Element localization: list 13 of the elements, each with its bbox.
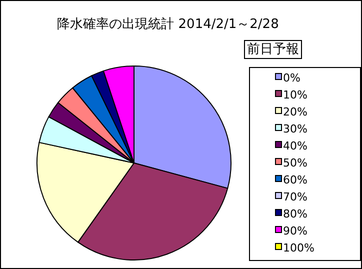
legend-label: 0% (283, 72, 300, 84)
legend-label: 30% (283, 122, 308, 136)
legend-label: 100% (283, 242, 314, 254)
legend-label: 50% (283, 156, 308, 170)
legend-title: 前日予報 (247, 42, 299, 57)
chart-title: 降水確率の出現統計 2014/2/1～2/28 (57, 16, 279, 32)
legend-label: 70% (283, 190, 308, 204)
legend-label: 90% (283, 224, 308, 238)
legend-label: 20% (283, 106, 308, 118)
legend-label: 60% (283, 174, 308, 186)
legend-label: 40% (283, 140, 308, 152)
legend-label: 80% (283, 208, 308, 220)
legend-label: 10% (283, 88, 308, 102)
